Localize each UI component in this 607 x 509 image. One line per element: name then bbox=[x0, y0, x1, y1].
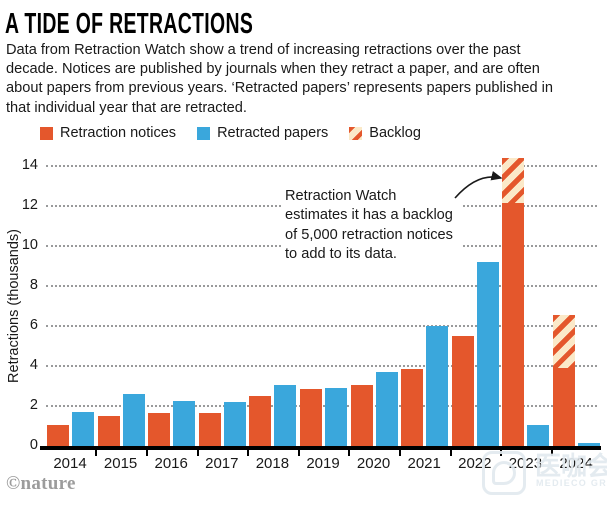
x-axis-tick bbox=[95, 450, 98, 456]
bar-retraction-notices-2015 bbox=[97, 416, 120, 446]
bar-retraction-notices-2022 bbox=[451, 336, 474, 446]
x-axis-label-2014: 2014 bbox=[53, 455, 87, 472]
y-tick-label-2: 2 bbox=[29, 397, 38, 413]
chart-legend: Retraction notices Retracted papers Back… bbox=[40, 125, 442, 141]
bar-retraction-notices-2020 bbox=[350, 385, 373, 446]
watermark: 医咖会 MEDIECO GROUP bbox=[478, 445, 607, 505]
y-tick-label-14: 14 bbox=[21, 157, 38, 173]
y-tick-label-4: 4 bbox=[29, 357, 38, 373]
nature-credit: ©nature bbox=[6, 473, 76, 494]
bar-retracted-papers-2017 bbox=[223, 402, 246, 446]
bar-retracted-papers-2014 bbox=[72, 412, 94, 446]
y-tick-label-0: 0 bbox=[29, 437, 38, 453]
x-axis-tick bbox=[297, 450, 300, 456]
x-axis-tick bbox=[196, 450, 199, 456]
hatched-square-icon bbox=[349, 126, 363, 140]
subtitle-line: decade. Notices are published by journal… bbox=[6, 61, 540, 78]
x-axis-label-2024: 2024 bbox=[559, 455, 593, 472]
legend-label: Retraction notices bbox=[60, 125, 177, 141]
bar-retraction-notices-2018 bbox=[249, 396, 272, 446]
legend-item-retraction-notices: Retraction notices bbox=[40, 125, 176, 141]
bar-retracted-papers-2016 bbox=[173, 401, 196, 446]
bar-retracted-papers-2018 bbox=[274, 385, 297, 446]
bar-retracted-papers-2020 bbox=[375, 372, 398, 446]
x-axis-label-2018: 2018 bbox=[255, 455, 290, 472]
gridline-6 bbox=[46, 325, 597, 327]
annotation-line: to add to its data. bbox=[285, 246, 397, 263]
bar-retracted-papers-2022 bbox=[476, 262, 499, 446]
watermark-subtext: MEDIECO GROUP bbox=[536, 478, 607, 488]
bar-retraction-notices-2017 bbox=[198, 413, 221, 446]
x-axis-label-2017: 2017 bbox=[205, 455, 239, 472]
x-axis-label-2021: 2021 bbox=[407, 455, 441, 472]
bar-retraction-notices-2021 bbox=[401, 369, 424, 446]
annotation-arrow-icon bbox=[454, 171, 503, 199]
annotation-line: of 5,000 retraction notices bbox=[285, 226, 453, 243]
x-axis-label-2020: 2020 bbox=[356, 455, 391, 472]
watermark-text: 医咖会 bbox=[535, 451, 607, 481]
bar-backlog-2024 bbox=[553, 315, 575, 368]
subtitle-line: about papers from previous years. ‘Retra… bbox=[6, 80, 554, 97]
bar-backlog-2023 bbox=[502, 158, 525, 203]
bar-retraction-notices-2016 bbox=[148, 413, 171, 446]
legend-item-backlog: Backlog bbox=[349, 125, 421, 141]
bar-retraction-notices-2023 bbox=[502, 203, 525, 446]
x-axis-label-2015: 2015 bbox=[103, 455, 138, 472]
legend-label: Backlog bbox=[369, 125, 421, 141]
subtitle-line: Data from Retraction Watch show a trend … bbox=[6, 42, 521, 58]
x-axis-tick bbox=[348, 450, 351, 456]
bar-retraction-notices-2014 bbox=[47, 425, 69, 446]
orange-square-icon bbox=[40, 126, 53, 140]
bar-retracted-papers-2015 bbox=[122, 394, 145, 446]
x-axis-tick bbox=[449, 450, 452, 456]
legend-label: Retracted papers bbox=[217, 125, 329, 141]
subtitle-line: that individual year that are retracted. bbox=[6, 99, 247, 116]
x-axis-label-2019: 2019 bbox=[306, 455, 340, 472]
bar-retraction-notices-2019 bbox=[300, 389, 322, 446]
bar-retracted-papers-2024 bbox=[578, 443, 600, 446]
chart-subtitle: Data from Retraction Watch show a trend … bbox=[6, 41, 553, 118]
x-axis-tick bbox=[247, 450, 250, 456]
x-axis-label-2016: 2016 bbox=[154, 455, 188, 472]
bar-retraction-notices-2024 bbox=[553, 368, 575, 446]
backlog-annotation: Retraction Watch estimates it has a back… bbox=[283, 186, 461, 269]
bar-retracted-papers-2019 bbox=[325, 388, 347, 446]
x-axis-tick bbox=[398, 450, 401, 456]
bar-retracted-papers-2023 bbox=[527, 425, 550, 446]
watermark-logo-mark bbox=[492, 461, 516, 485]
page-title: A TIDE OF RETRACTIONS bbox=[5, 8, 254, 40]
annotation-line: Retraction Watch bbox=[285, 188, 397, 204]
gridline-4 bbox=[46, 365, 597, 367]
annotation-line: estimates it has a backlog bbox=[285, 207, 453, 224]
blue-square-icon bbox=[197, 126, 211, 140]
bar-retracted-papers-2021 bbox=[426, 326, 449, 446]
y-tick-label-6: 6 bbox=[29, 317, 38, 333]
x-axis-tick bbox=[550, 450, 553, 456]
watermark-logo-icon bbox=[482, 451, 526, 495]
y-tick-label-10: 10 bbox=[21, 237, 38, 253]
legend-item-retracted-papers: Retracted papers bbox=[197, 125, 328, 141]
y-tick-label-12: 12 bbox=[21, 197, 38, 213]
gridline-8 bbox=[46, 285, 597, 287]
x-axis-line bbox=[40, 446, 601, 450]
gridline-14 bbox=[46, 165, 597, 167]
x-axis-tick bbox=[145, 450, 148, 456]
y-tick-label-8: 8 bbox=[29, 277, 38, 293]
